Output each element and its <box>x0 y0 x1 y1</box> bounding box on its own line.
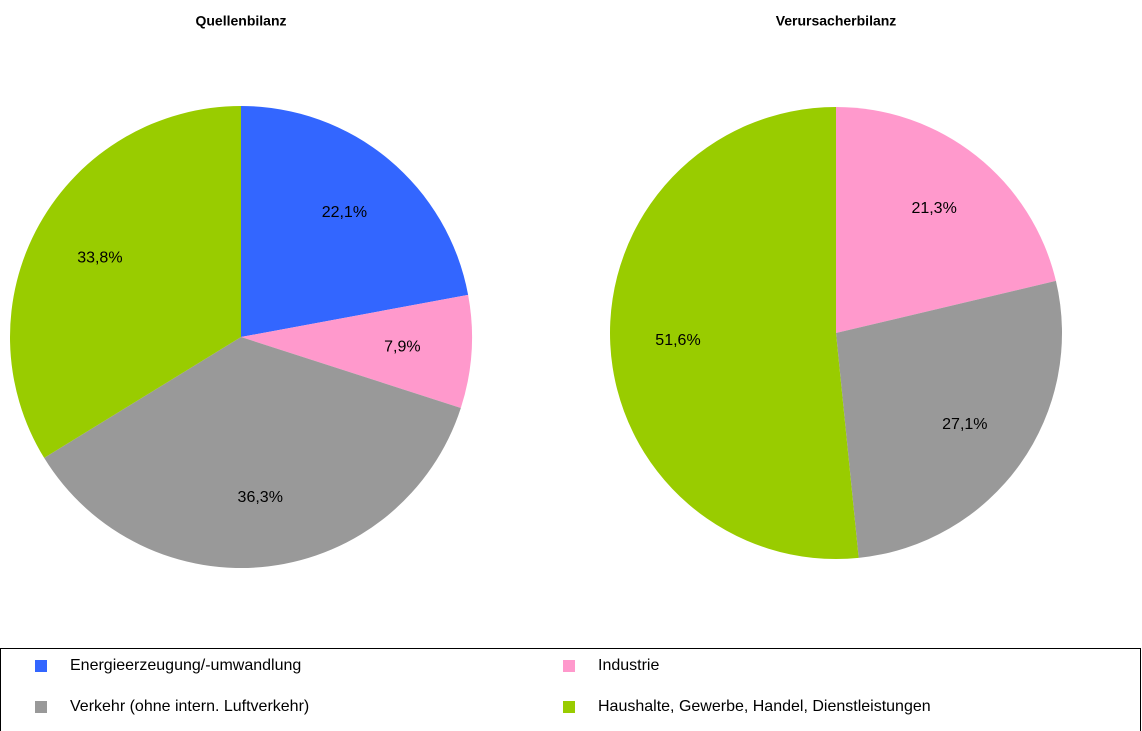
legend-marker <box>35 660 47 672</box>
legend-label: Haushalte, Gewerbe, Handel, Dienstleistu… <box>598 698 931 715</box>
pie-slice <box>9 105 242 458</box>
data-label: 36,3% <box>238 489 283 506</box>
data-label: 27,1% <box>942 416 987 433</box>
data-label: 51,6% <box>655 332 700 349</box>
legend-label: Energieerzeugung/-umwandlung <box>70 657 301 674</box>
pie-slice <box>609 107 859 559</box>
pie-slice <box>44 337 461 568</box>
legend-marker <box>35 701 47 713</box>
data-label: 22,1% <box>322 204 367 221</box>
legend-marker <box>563 701 575 713</box>
pie-slice <box>836 107 1056 333</box>
legend-label: Verkehr (ohne intern. Luftverkehr) <box>70 698 309 715</box>
chart-title: Quellenbilanz <box>195 13 286 29</box>
data-label: 21,3% <box>911 200 956 217</box>
legend-label: Industrie <box>598 657 659 674</box>
legend-marker <box>563 660 575 672</box>
chart-title: Verursacherbilanz <box>776 13 897 29</box>
pie-slice <box>836 280 1063 558</box>
legend-box <box>0 648 1141 731</box>
data-label: 33,8% <box>77 249 122 266</box>
data-label: 7,9% <box>384 339 420 356</box>
pie-slice <box>241 294 472 408</box>
pie-slice <box>241 106 469 337</box>
